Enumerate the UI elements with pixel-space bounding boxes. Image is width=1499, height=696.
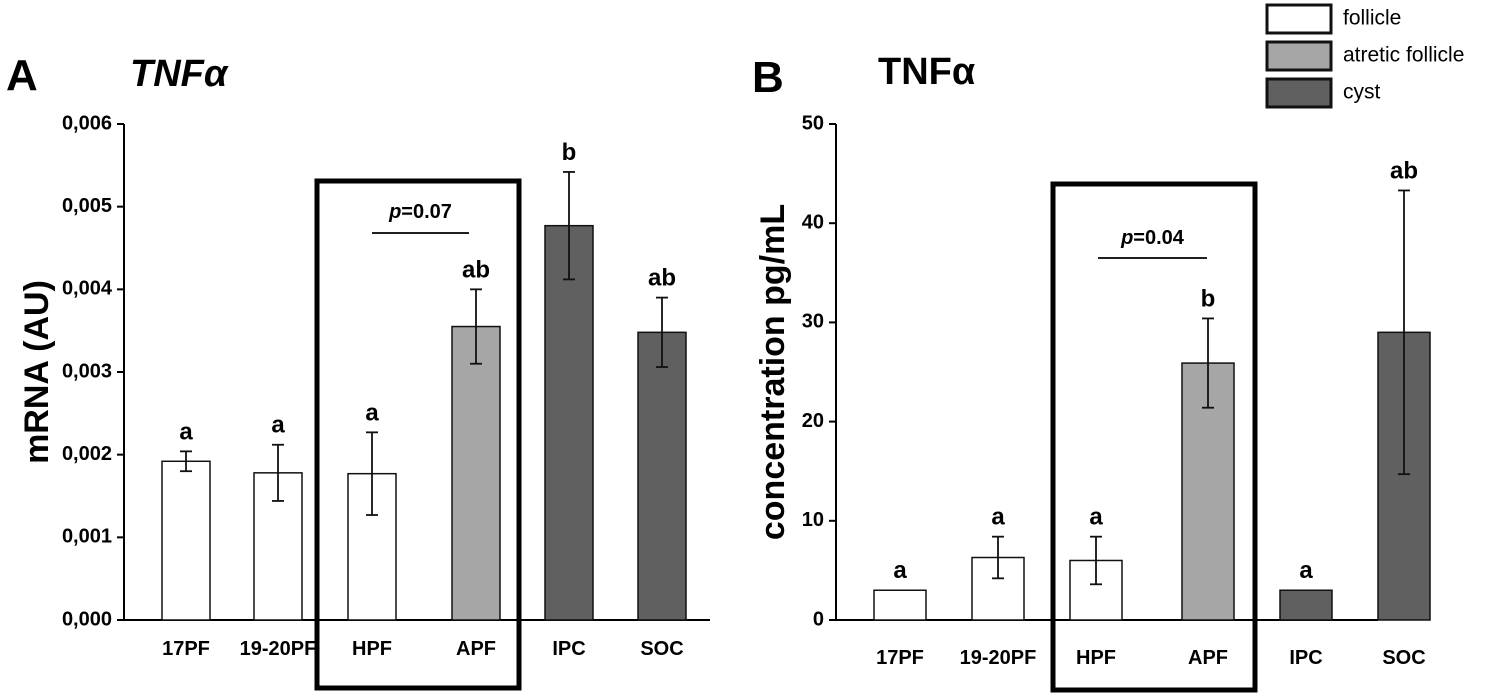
- panel-a-bar-soc: [637, 331, 687, 621]
- legend-swatch-follicle: [1265, 3, 1333, 35]
- panel-a-xtick-label-apf: APF: [456, 638, 496, 660]
- panel-b-xtick-label-17pf: 17PF: [876, 647, 924, 669]
- legend-label-atretic-follicle: atretic follicle: [1343, 44, 1464, 67]
- panel-b-chart: B TNFα concentration pg/mL 0 10 20 30 40 50 a 17PF…: [752, 51, 1431, 693]
- panel-a-ytick-label: 0,006: [62, 112, 112, 134]
- panel-a-sig-letter-soc: ab: [648, 265, 676, 292]
- panel-b-letter: B: [752, 53, 784, 102]
- panel-a-ytick-label: 0,005: [62, 195, 112, 217]
- panel-a-ytick-label: 0,001: [62, 526, 112, 548]
- panel-a-ytick-label: 0,000: [62, 608, 112, 630]
- panel-b-p-value: p=0.04: [1120, 227, 1185, 249]
- panel-b-sig-letter-soc: ab: [1390, 157, 1418, 184]
- panel-a-ylabel: mRNA (AU): [18, 280, 56, 464]
- panel-b-p-number: =0.04: [1133, 227, 1184, 249]
- panel-b-highlight-frame: [1050, 181, 1258, 693]
- panel-a-xtick-label-soc: SOC: [640, 638, 683, 660]
- panel-b-bar-ipc: [1279, 589, 1333, 621]
- panel-a-sig-letter-apf: ab: [462, 256, 490, 283]
- legend: follicle atretic follicle cyst: [1265, 3, 1464, 109]
- legend-label-cyst: cyst: [1343, 81, 1381, 104]
- panel-b-ytick-label: 50: [802, 112, 824, 134]
- panel-a-sig-letter-17pf: a: [179, 418, 193, 445]
- panel-b-xtick-label-19-20pf: 19-20PF: [960, 647, 1037, 669]
- panel-b-sig-letter-17pf: a: [893, 557, 907, 584]
- panel-b-ytick-label: 30: [802, 311, 824, 333]
- panel-a-p-value: p=0.07: [388, 201, 452, 223]
- panel-a-ytick-label: 0,004: [62, 278, 113, 300]
- legend-swatch-cyst: [1265, 77, 1333, 109]
- legend-label-follicle: follicle: [1343, 7, 1401, 30]
- panel-a-xtick-label-ipc: IPC: [552, 638, 585, 660]
- panel-a-sig-letter-ipc: b: [562, 139, 577, 166]
- legend-swatch-atretic-follicle: [1265, 40, 1333, 72]
- panel-a-highlight-frame: [314, 178, 522, 691]
- panel-a-sig-letter-19-20pf: a: [271, 412, 285, 439]
- panel-a-p-number: =0.07: [401, 201, 452, 223]
- panel-a-ytick-label: 0,002: [62, 443, 112, 465]
- panel-a-xtick-label-17pf: 17PF: [162, 638, 210, 660]
- panel-b-ytick-label: 10: [802, 509, 824, 531]
- panel-a-bar-ipc: [544, 224, 594, 621]
- panel-a-bar-17pf: [161, 460, 211, 621]
- panel-b-p-symbol: p: [1120, 227, 1133, 249]
- panel-b-xtick-label-hpf: HPF: [1076, 647, 1116, 669]
- panel-b-ytick-label: 20: [802, 410, 824, 432]
- panel-b-sig-letter-ipc: a: [1299, 557, 1313, 584]
- panel-b-title: TNFα: [878, 51, 975, 93]
- panel-b-ylabel: concentration pg/mL: [754, 204, 792, 540]
- panel-a-bar-apf: [451, 325, 501, 621]
- panel-a-xtick-label-19-20pf: 19-20PF: [240, 638, 317, 660]
- panel-b-ytick-label: 40: [802, 211, 824, 233]
- panel-a-chart: A TNFα mRNA (AU) 0,000 0,001 0,002 0,003 0,004 0…: [6, 51, 710, 691]
- panel-a-title: TNFα: [130, 53, 229, 95]
- panel-a-sig-letter-hpf: a: [365, 399, 379, 426]
- panel-b-sig-letter-hpf: a: [1089, 504, 1103, 531]
- panel-b-bar-17pf: [873, 589, 927, 621]
- panel-a-xtick-label-hpf: HPF: [352, 638, 392, 660]
- panel-a-letter: A: [6, 51, 38, 100]
- panel-b-ytick-label: 0: [813, 608, 824, 630]
- panel-b-sig-letter-19-20pf: a: [991, 504, 1005, 531]
- panel-b-xtick-label-soc: SOC: [1382, 647, 1425, 669]
- panel-b-xtick-label-ipc: IPC: [1289, 647, 1322, 669]
- panel-b-sig-letter-apf: b: [1201, 285, 1216, 312]
- panel-a-ytick-label: 0,003: [62, 360, 112, 382]
- panel-b-xtick-label-apf: APF: [1188, 647, 1228, 669]
- panel-a-p-symbol: p: [388, 201, 401, 223]
